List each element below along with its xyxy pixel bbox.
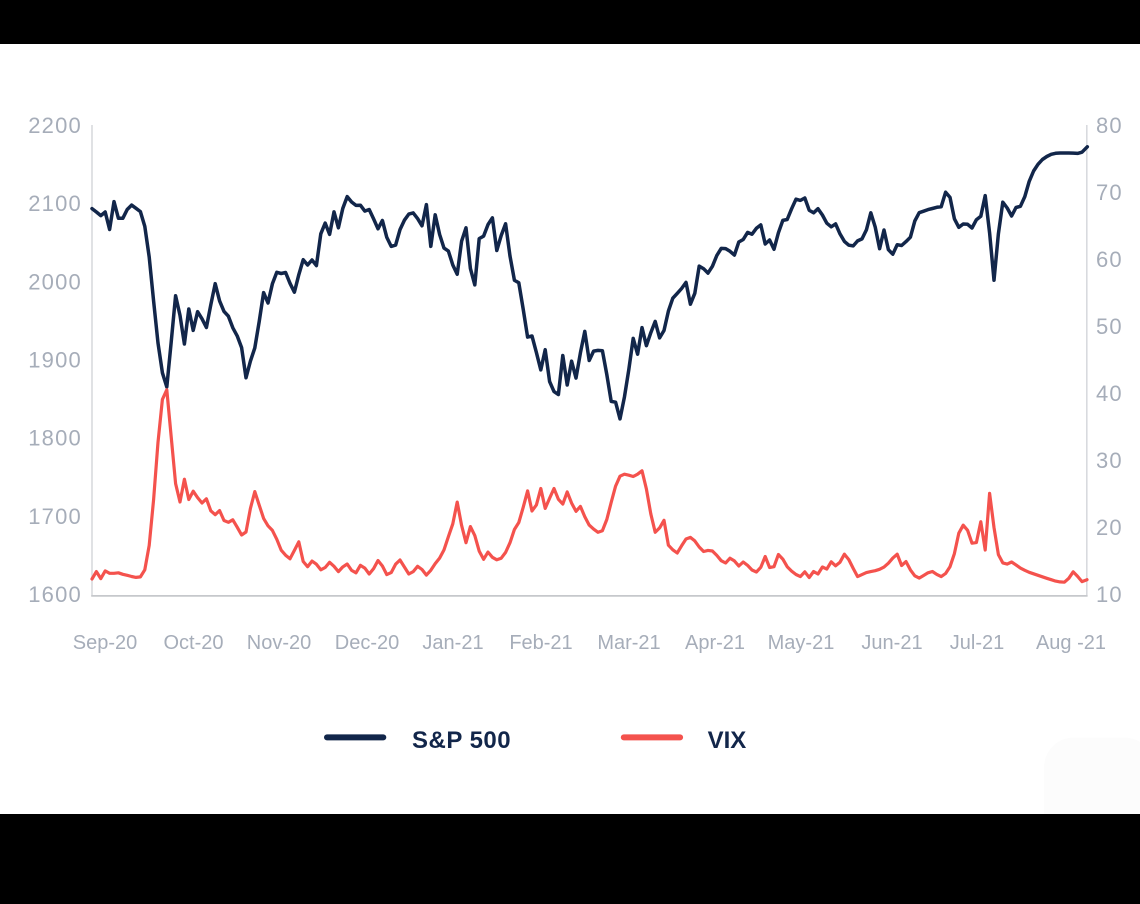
svg-text:1600: 1600: [28, 582, 82, 607]
svg-text:1900: 1900: [28, 348, 82, 373]
svg-text:70: 70: [1096, 180, 1123, 205]
svg-text:Aug -21: Aug -21: [1036, 632, 1106, 654]
svg-text:40: 40: [1096, 381, 1123, 406]
svg-text:30: 30: [1096, 448, 1123, 473]
svg-text:Apr-21: Apr-21: [685, 632, 745, 654]
svg-text:Dec-20: Dec-20: [335, 632, 399, 654]
svg-text:May-21: May-21: [768, 632, 835, 654]
svg-text:60: 60: [1096, 247, 1123, 272]
svg-text:10: 10: [1096, 582, 1123, 607]
svg-text:S&P 500: S&P 500: [412, 727, 511, 754]
svg-text:80: 80: [1096, 113, 1123, 138]
svg-text:20: 20: [1096, 515, 1123, 540]
svg-text:Feb-21: Feb-21: [509, 632, 572, 654]
svg-text:Jan-21: Jan-21: [422, 632, 483, 654]
svg-text:2100: 2100: [28, 191, 82, 216]
svg-text:Mar-21: Mar-21: [597, 632, 660, 654]
svg-text:1800: 1800: [28, 426, 82, 451]
svg-text:1700: 1700: [28, 504, 82, 529]
svg-text:2200: 2200: [28, 113, 82, 138]
svg-text:VIX: VIX: [708, 727, 747, 754]
svg-text:Jul-21: Jul-21: [950, 632, 1004, 654]
svg-text:Oct-20: Oct-20: [163, 632, 223, 654]
svg-text:2000: 2000: [28, 269, 82, 294]
svg-text:50: 50: [1096, 314, 1123, 339]
svg-text:Sep-20: Sep-20: [73, 632, 138, 654]
svg-text:Jun-21: Jun-21: [861, 632, 922, 654]
svg-text:Nov-20: Nov-20: [247, 632, 311, 654]
